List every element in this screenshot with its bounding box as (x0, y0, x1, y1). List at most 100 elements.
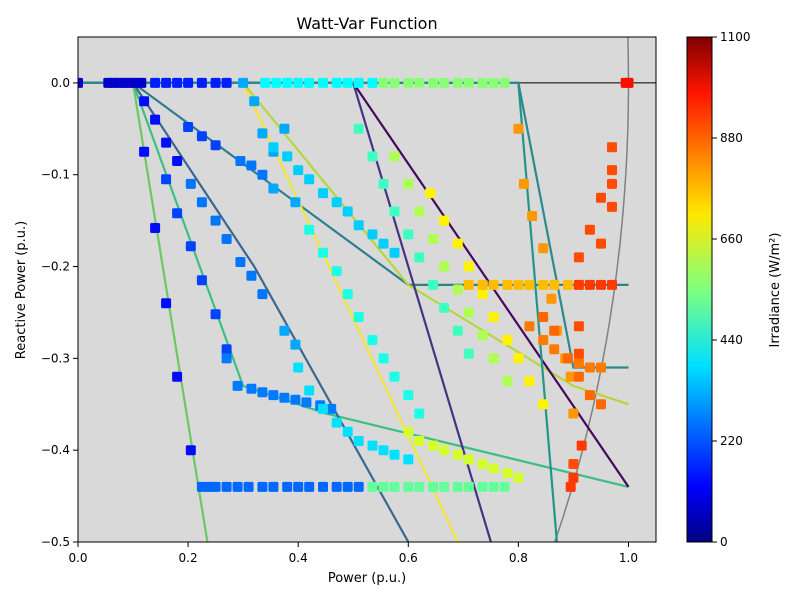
scatter-point (304, 77, 315, 88)
scatter-point (425, 188, 436, 199)
scatter-point (293, 165, 304, 176)
scatter-point (342, 426, 353, 437)
scatter-point (414, 252, 425, 263)
scatter-point (257, 387, 268, 398)
scatter-point (562, 353, 573, 364)
scatter-point (378, 481, 389, 492)
scatter-point (596, 192, 606, 203)
scatter-point (353, 123, 364, 134)
scatter-point (293, 362, 304, 373)
scatter-point (403, 481, 414, 492)
scatter-point (331, 197, 342, 208)
scatter-point (549, 344, 560, 355)
scatter-point (568, 472, 579, 483)
scatter-point (367, 481, 378, 492)
scatter-point (161, 137, 172, 148)
scatter-point (576, 440, 587, 451)
y-tick-label: −0.1 (41, 168, 70, 182)
colorbar-label: Irradiance (W/m²) (768, 233, 783, 348)
scatter-point (524, 376, 535, 387)
y-axis: 0.0 −0.1 −0.2 −0.3 −0.4 −0.5 (41, 76, 78, 549)
scatter-point (607, 201, 617, 212)
scatter-point (452, 449, 463, 460)
scatter-point (318, 481, 328, 492)
scatter-point (549, 279, 560, 290)
scatter-point (210, 481, 221, 492)
y-tick-label: −0.4 (41, 443, 70, 457)
scatter-point (304, 385, 315, 396)
scatter-point (172, 156, 183, 166)
scatter-point (257, 481, 268, 492)
scatter-point (232, 380, 243, 391)
scatter-point (268, 481, 279, 492)
scatter-point (524, 279, 535, 290)
scatter-point (139, 96, 150, 107)
scatter-point (353, 312, 364, 322)
colorbar-tick-label: 660 (720, 232, 743, 246)
scatter-point (290, 339, 301, 350)
scatter-point (538, 243, 549, 254)
scatter-point (502, 279, 513, 290)
scatter-point (573, 252, 584, 263)
scatter-point (367, 229, 378, 240)
scatter-point (565, 481, 576, 492)
scatter-point (268, 142, 279, 153)
scatter-point (293, 77, 304, 88)
scatter-point (235, 156, 246, 166)
scatter-point (513, 279, 524, 290)
scatter-point (596, 362, 606, 373)
scatter-point (378, 353, 389, 364)
scatter-point (463, 454, 474, 465)
scatter-point (150, 114, 161, 125)
scatter-point (573, 371, 584, 382)
scatter-point (439, 261, 450, 272)
scatter-point (196, 481, 207, 492)
colorbar-ticks: 0 220 440 660 880 1100 (712, 30, 751, 549)
scatter-point (257, 169, 268, 180)
scatter-point (342, 289, 353, 300)
scatter-point (185, 445, 196, 456)
scatter-point (221, 234, 232, 244)
scatter-point (428, 234, 439, 244)
scatter-point (607, 165, 617, 176)
scatter-point (439, 215, 450, 226)
scatter-point (488, 481, 499, 492)
scatter-point (246, 383, 257, 394)
scatter-point (161, 174, 172, 185)
scatter-point (389, 247, 400, 258)
colorbar-tick-label: 880 (720, 131, 743, 145)
scatter-point (549, 325, 560, 336)
scatter-point (353, 481, 364, 492)
scatter-point (414, 77, 425, 88)
scatter-point (235, 257, 246, 267)
y-tick-label: −0.2 (41, 260, 70, 274)
scatter-point (246, 160, 257, 171)
scatter-point (428, 440, 439, 451)
scatter-point (257, 128, 268, 139)
scatter-point (538, 279, 549, 290)
scatter-point (367, 77, 378, 88)
scatter-point (353, 77, 364, 88)
scatter-point (499, 481, 510, 492)
scatter-point (414, 481, 425, 492)
scatter-point (596, 238, 606, 249)
scatter-point (573, 321, 584, 332)
scatter-point (282, 77, 293, 88)
scatter-point (463, 481, 474, 492)
scatter-point (279, 123, 290, 134)
scatter-point (353, 220, 364, 231)
scatter-point (403, 426, 414, 437)
scatter-point (210, 140, 221, 151)
scatter-point (183, 122, 194, 132)
scatter-point (414, 408, 425, 419)
scatter-point (210, 77, 221, 88)
colorbar-tick-label: 1100 (720, 30, 751, 44)
scatter-point (326, 403, 337, 414)
scatter-point (172, 371, 183, 382)
scatter-point (389, 481, 400, 492)
scatter-point (290, 197, 301, 208)
scatter-point (221, 353, 232, 364)
scatter-point (196, 77, 207, 88)
scatter-point (607, 279, 617, 290)
